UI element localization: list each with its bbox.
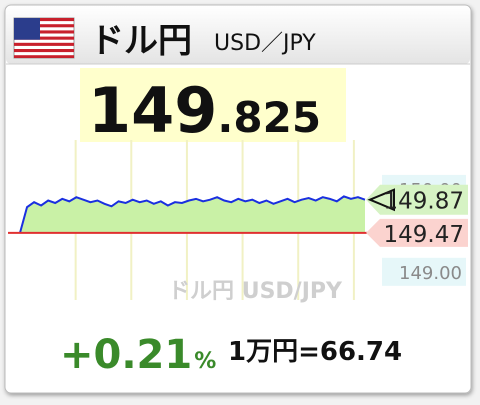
- current-arrow: [367, 188, 395, 212]
- pair-symbol: USD／JPY: [214, 31, 316, 56]
- us-flag: [13, 17, 75, 59]
- watermark: ドル円 USD/JPY: [168, 279, 343, 304]
- y-tick-label-bg: [382, 257, 466, 286]
- current-label: 149.87: [384, 189, 464, 215]
- pair-name: ドル円: [90, 21, 192, 61]
- header-bg: [6, 6, 470, 64]
- price-bg: [80, 68, 346, 142]
- price: 149.825: [88, 74, 321, 147]
- change: +0.21%: [60, 332, 216, 378]
- line: [19, 195, 366, 234]
- price-fraction: .825: [217, 93, 321, 142]
- price-integer: 149: [88, 74, 217, 147]
- change-unit: %: [194, 349, 216, 374]
- previous-close-label: 149.47: [384, 222, 464, 248]
- area: [20, 196, 365, 233]
- current-label-bg: [366, 184, 468, 215]
- y-tick-label: 149.00: [399, 263, 462, 284]
- previous-close-label-bg: [366, 218, 468, 247]
- conversion: 1万円=66.74: [228, 337, 402, 367]
- change-value: +0.21: [60, 332, 192, 378]
